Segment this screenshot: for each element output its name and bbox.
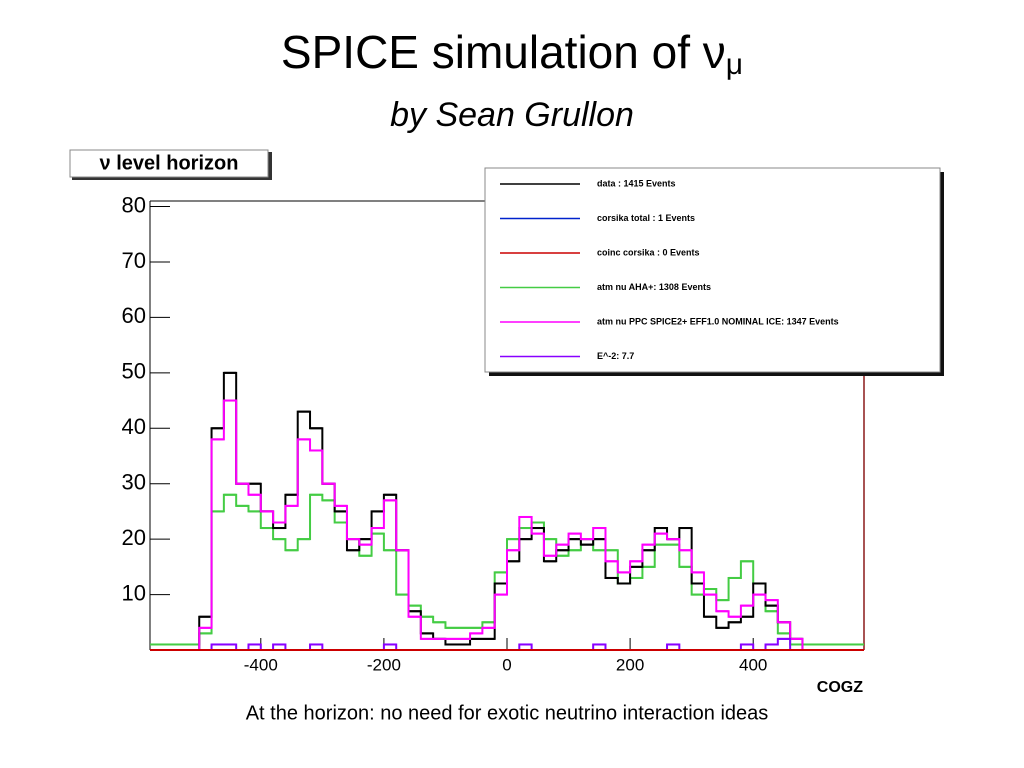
- y-tick-label: 30: [122, 470, 146, 495]
- step-outline: [150, 399, 864, 651]
- x-tick-label: -400: [244, 655, 278, 674]
- x-tick-label: -200: [367, 655, 401, 674]
- label-box: [69, 149, 269, 178]
- y-tick-label: 10: [122, 580, 146, 605]
- y-tick-label: 20: [122, 525, 146, 550]
- legend-label: atm nu PPC SPICE2+ EFF1.0 NOMINAL ICE: 1…: [597, 316, 839, 326]
- legend-label: data : 1415 Events: [597, 178, 676, 188]
- x-tick-label: 200: [616, 655, 644, 674]
- series: [150, 399, 864, 651]
- legend-label: coinc corsika : 0 Events: [597, 247, 700, 257]
- legend-label: E^-2: 7.7: [597, 351, 634, 361]
- y-tick-label: 70: [122, 248, 146, 273]
- slide-title: SPICE simulation of νμ: [281, 26, 743, 81]
- y-tick-label: 50: [122, 359, 146, 384]
- x-axis-label: COGZ: [817, 679, 863, 696]
- series: [150, 493, 864, 646]
- title-subscript: μ: [726, 48, 743, 81]
- legend: data : 1415 Events corsika total : 1 Even…: [484, 167, 944, 376]
- x-tick-label: 400: [739, 655, 767, 674]
- y-tick-label: 40: [122, 414, 146, 439]
- caption: At the horizon: no need for exotic neutr…: [246, 702, 769, 724]
- step-outline: [150, 493, 864, 646]
- label-box-text: ν level horizon: [100, 152, 239, 174]
- plot-area: 10 20 30 40 50 60 70 80 -400 -200 0 200 400: [122, 192, 865, 674]
- legend-label: atm nu AHA+: 1308 Events: [597, 282, 711, 292]
- title-text: SPICE simulation of ν: [281, 26, 726, 78]
- legend-label: corsika total : 1 Events: [597, 213, 695, 223]
- subtitle: by Sean Grullon: [390, 96, 634, 134]
- y-tick-label: 80: [122, 192, 146, 217]
- y-tick-label: 60: [122, 303, 146, 328]
- x-tick-label: 0: [502, 655, 511, 674]
- legend-box: [484, 167, 941, 373]
